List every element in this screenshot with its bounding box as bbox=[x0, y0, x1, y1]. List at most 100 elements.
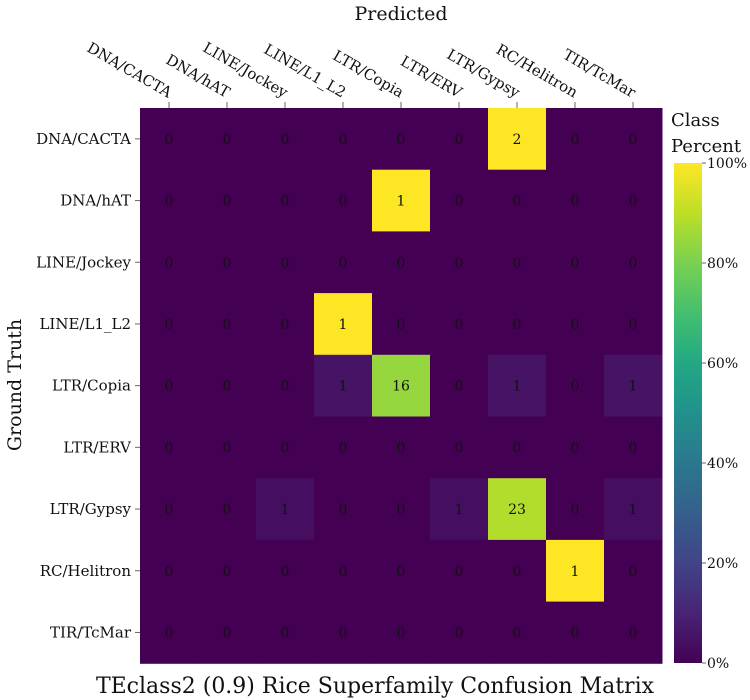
cell-value: 0 bbox=[513, 317, 522, 333]
cell-value: 0 bbox=[629, 317, 638, 333]
y-tick-label: LTR/Copia bbox=[52, 377, 131, 395]
cell-value: 23 bbox=[508, 502, 526, 518]
cell-value: 0 bbox=[223, 502, 232, 518]
heatmap-cell bbox=[372, 601, 431, 664]
heatmap-cell bbox=[488, 231, 547, 294]
heatmap-cell bbox=[430, 478, 489, 541]
cell-value: 0 bbox=[281, 194, 290, 210]
heatmap-cell bbox=[604, 601, 663, 664]
colorbar-tick-label: 20% bbox=[707, 556, 738, 572]
cell-value: 0 bbox=[165, 502, 174, 518]
heatmap-cell bbox=[314, 478, 373, 541]
heatmap-cell bbox=[372, 354, 431, 417]
heatmap-cell bbox=[488, 601, 547, 664]
cell-value: 0 bbox=[571, 379, 580, 395]
heatmap-cell bbox=[314, 231, 373, 294]
heatmap-cell bbox=[372, 539, 431, 603]
cell-value: 0 bbox=[455, 440, 464, 456]
cell-value: 1 bbox=[571, 564, 580, 580]
heatmap-cell bbox=[546, 539, 605, 603]
cell-value: 0 bbox=[165, 625, 174, 641]
heatmap-cell bbox=[546, 169, 605, 232]
colorbar: Class Percent 0% 20% 40% 60% 80% 100% bbox=[671, 110, 747, 672]
cell-value: 0 bbox=[455, 317, 464, 333]
heatmap-cell bbox=[314, 108, 373, 171]
colorbar-tick-label: 40% bbox=[707, 456, 738, 472]
cell-value: 0 bbox=[165, 194, 174, 210]
heatmap-cell bbox=[198, 478, 257, 541]
cell-value: 0 bbox=[223, 317, 232, 333]
x-axis-title: Predicted bbox=[354, 3, 447, 25]
heatmap-cell bbox=[314, 539, 373, 603]
y-axis-title: Ground Truth bbox=[4, 319, 26, 451]
cell-value: 1 bbox=[339, 317, 348, 333]
y-tick-label: DNA/hAT bbox=[60, 192, 131, 210]
x-tick-label: DNA/CACTA bbox=[84, 38, 175, 101]
cell-value: 0 bbox=[339, 440, 348, 456]
cell-value: 1 bbox=[629, 502, 638, 518]
cell-value: 0 bbox=[281, 317, 290, 333]
heatmap-cell bbox=[198, 231, 257, 294]
cell-value: 0 bbox=[571, 502, 580, 518]
cell-value: 0 bbox=[629, 440, 638, 456]
heatmap-cells bbox=[140, 108, 663, 664]
cell-value: 1 bbox=[397, 194, 406, 210]
cell-value: 0 bbox=[397, 440, 406, 456]
y-tick-label: LTR/ERV bbox=[63, 438, 132, 456]
cell-value: 0 bbox=[281, 132, 290, 148]
cell-value: 0 bbox=[165, 317, 174, 333]
cell-value: 0 bbox=[513, 440, 522, 456]
heatmap-cell bbox=[546, 601, 605, 664]
heatmap-cell bbox=[140, 478, 199, 541]
heatmap-cell bbox=[546, 231, 605, 294]
heatmap-cell bbox=[430, 293, 489, 356]
heatmap-cell bbox=[604, 539, 663, 603]
cell-value: 0 bbox=[571, 132, 580, 148]
y-tick-label: LTR/Gypsy bbox=[50, 500, 132, 518]
cell-value: 0 bbox=[223, 379, 232, 395]
heatmap-cell bbox=[256, 601, 315, 664]
heatmap-cell bbox=[430, 354, 489, 417]
heatmap-cell bbox=[604, 478, 663, 541]
y-tick-label: LINE/L1_L2 bbox=[39, 315, 131, 333]
heatmap-cell bbox=[198, 601, 257, 664]
heatmap-cell bbox=[198, 293, 257, 356]
cell-value: 0 bbox=[455, 564, 464, 580]
colorbar-title-line-2: Percent bbox=[671, 136, 742, 157]
heatmap-cell bbox=[430, 539, 489, 603]
heatmap-cell bbox=[488, 354, 547, 417]
cell-value: 0 bbox=[165, 379, 174, 395]
cell-value: 16 bbox=[392, 379, 410, 395]
cell-value: 0 bbox=[571, 625, 580, 641]
heatmap-cell bbox=[314, 601, 373, 664]
cell-value: 0 bbox=[339, 194, 348, 210]
y-tick-label: DNA/CACTA bbox=[36, 130, 131, 148]
heatmap-cell bbox=[488, 293, 547, 356]
cell-value: 0 bbox=[397, 317, 406, 333]
cell-value: 0 bbox=[165, 440, 174, 456]
colorbar-title-line-1: Class bbox=[671, 110, 720, 131]
heatmap-cell bbox=[198, 354, 257, 417]
heatmap-cell bbox=[256, 169, 315, 232]
heatmap-cell bbox=[256, 231, 315, 294]
chart-title: TEclass2 (0.9) Rice Superfamily Confusio… bbox=[96, 674, 655, 699]
cell-value: 0 bbox=[223, 564, 232, 580]
heatmap-cell bbox=[546, 416, 605, 479]
cell-value: 0 bbox=[281, 625, 290, 641]
cell-value: 0 bbox=[281, 255, 290, 271]
cell-value: 0 bbox=[281, 564, 290, 580]
cell-value: 0 bbox=[165, 255, 174, 271]
cell-value: 0 bbox=[339, 132, 348, 148]
heatmap-cell bbox=[198, 539, 257, 603]
heatmap-cell bbox=[546, 293, 605, 356]
y-axis-ticks: DNA/CACTA DNA/hAT LINE/Jockey LINE/L1_L2 LTR… bbox=[36, 130, 140, 641]
cell-value: 0 bbox=[281, 440, 290, 456]
heatmap-cell bbox=[140, 601, 199, 664]
cell-value: 0 bbox=[455, 132, 464, 148]
cell-value: 0 bbox=[223, 132, 232, 148]
heatmap-cell bbox=[198, 108, 257, 171]
cell-value: 0 bbox=[629, 625, 638, 641]
cell-value: 0 bbox=[629, 194, 638, 210]
y-tick-label: LINE/Jockey bbox=[36, 253, 131, 271]
heatmap-cell bbox=[314, 416, 373, 479]
